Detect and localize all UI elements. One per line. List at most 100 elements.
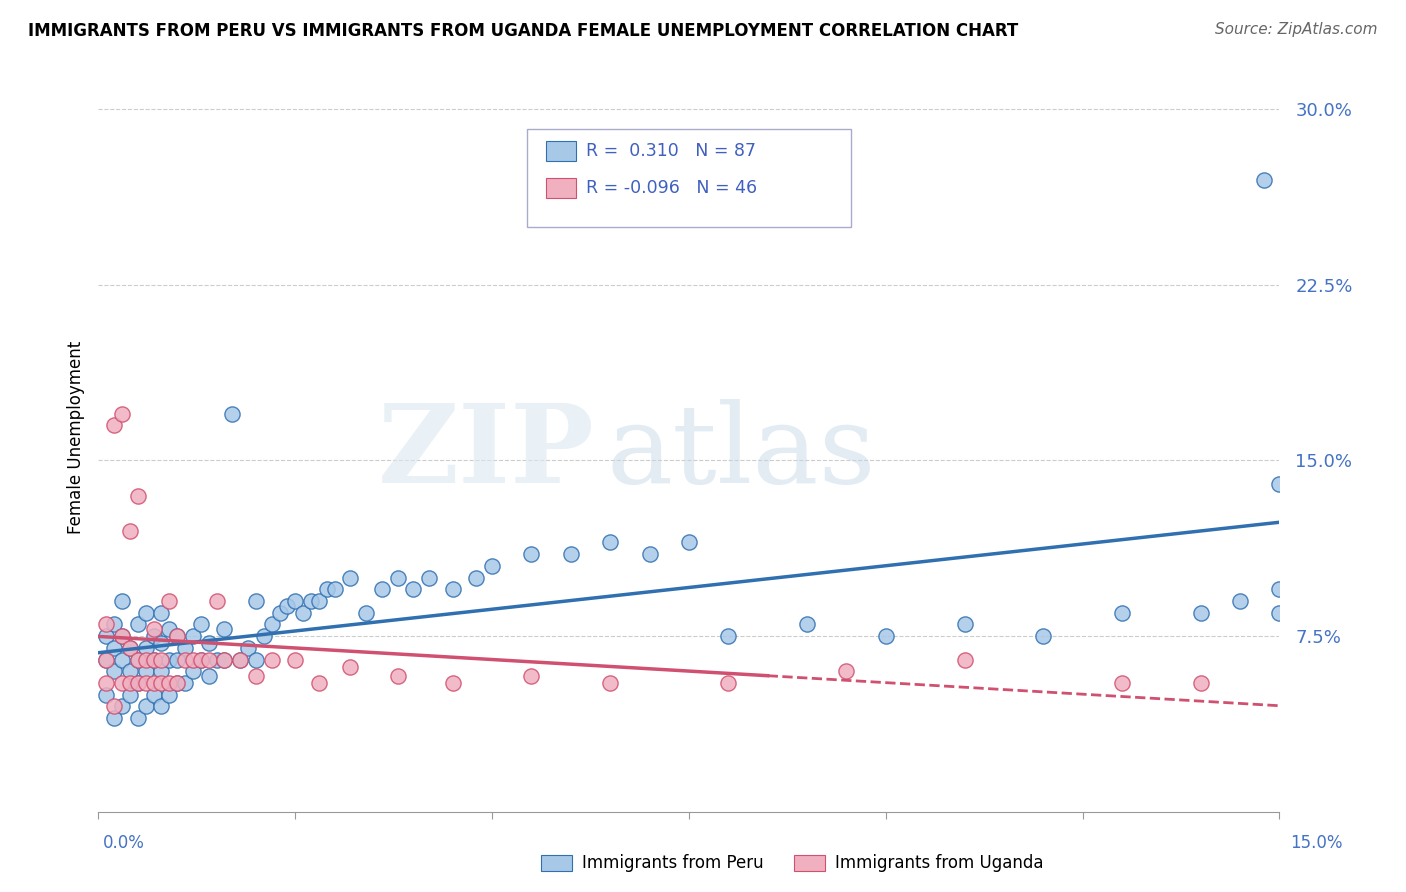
Point (127, 676, 149, 690)
Point (111, 629, 134, 643)
Point (96, 629, 118, 643)
Point (127, 652, 149, 666)
Point (236, 640, 259, 655)
Point (157, 652, 180, 666)
Point (1229, 594, 1251, 608)
Point (260, 652, 283, 666)
Point (103, 664, 125, 679)
Point (717, 629, 740, 643)
Point (323, 582, 346, 597)
Point (205, 594, 228, 608)
Point (150, 606, 173, 620)
Point (214, 652, 236, 666)
Point (371, 582, 394, 597)
Point (127, 489, 149, 503)
Point (229, 652, 252, 666)
Point (197, 652, 219, 666)
Point (229, 652, 252, 666)
Point (111, 594, 134, 608)
Point (284, 652, 307, 666)
Point (96, 676, 118, 690)
Point (599, 676, 621, 690)
Point (118, 664, 141, 679)
Point (284, 594, 307, 608)
Point (142, 676, 165, 690)
Point (150, 652, 173, 666)
Point (875, 629, 897, 643)
Point (150, 636, 173, 650)
Point (835, 664, 858, 679)
Point (111, 652, 134, 666)
Text: IMMIGRANTS FROM PERU VS IMMIGRANTS FROM UGANDA FEMALE UNEMPLOYMENT CORRELATION C: IMMIGRANTS FROM PERU VS IMMIGRANTS FROM … (28, 22, 1018, 40)
Point (354, 606, 377, 620)
Point (166, 652, 188, 666)
Point (150, 699, 173, 714)
Point (166, 629, 188, 643)
Point (190, 652, 212, 666)
Point (103, 699, 125, 714)
Point (308, 594, 330, 608)
Point (1189, 676, 1212, 690)
Point (205, 652, 228, 666)
Point (953, 617, 976, 632)
Text: R =  0.310   N = 87: R = 0.310 N = 87 (586, 142, 756, 160)
Point (150, 664, 173, 679)
Text: 15.0%: 15.0% (1291, 834, 1343, 852)
Point (111, 407, 134, 421)
Point (181, 629, 204, 643)
Point (197, 636, 219, 650)
Point (127, 652, 149, 666)
Point (118, 640, 141, 655)
Point (221, 407, 243, 421)
Point (197, 669, 219, 683)
Point (174, 652, 197, 666)
Point (150, 676, 173, 690)
Point (135, 652, 157, 666)
Point (135, 606, 157, 620)
Point (127, 711, 149, 725)
Point (465, 571, 488, 585)
Text: ZIP: ZIP (378, 399, 595, 506)
Text: Immigrants from Peru: Immigrants from Peru (582, 854, 763, 871)
Point (387, 669, 409, 683)
Point (253, 629, 276, 643)
Point (103, 640, 125, 655)
Point (1032, 629, 1054, 643)
Point (103, 711, 125, 725)
Point (1268, 606, 1291, 620)
Point (142, 652, 165, 666)
Point (118, 676, 141, 690)
Point (111, 699, 134, 714)
Point (96, 617, 118, 632)
Point (441, 676, 464, 690)
Point (214, 622, 236, 636)
Text: Source: ZipAtlas.com: Source: ZipAtlas.com (1215, 22, 1378, 37)
Point (135, 676, 157, 690)
Point (142, 629, 165, 643)
Point (481, 558, 503, 573)
Point (214, 652, 236, 666)
Point (135, 640, 157, 655)
Point (166, 676, 188, 690)
Point (245, 669, 267, 683)
Point (339, 571, 361, 585)
Point (269, 606, 291, 620)
Y-axis label: Female Unemployment: Female Unemployment (66, 341, 84, 533)
Point (638, 547, 661, 561)
Point (142, 622, 165, 636)
Point (127, 676, 149, 690)
Point (157, 594, 180, 608)
Point (181, 652, 204, 666)
Point (118, 524, 141, 538)
Point (717, 676, 740, 690)
Point (157, 688, 180, 702)
Point (796, 617, 818, 632)
Point (387, 571, 409, 585)
Point (157, 622, 180, 636)
Point (174, 640, 197, 655)
Text: 0.0%: 0.0% (103, 834, 145, 852)
Point (1268, 476, 1291, 491)
Point (1253, 172, 1275, 186)
Point (118, 640, 141, 655)
Point (190, 652, 212, 666)
